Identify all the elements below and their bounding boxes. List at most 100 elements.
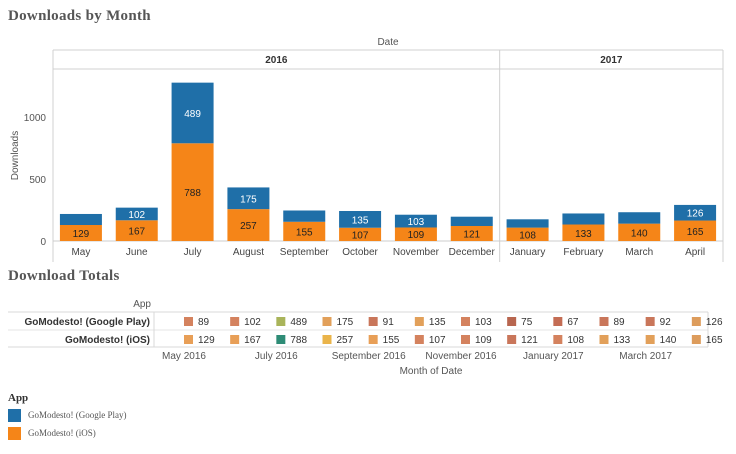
table-value: 89 xyxy=(614,317,626,328)
data-label-google-play: 102 xyxy=(128,210,145,221)
data-label-ios: 167 xyxy=(128,227,145,238)
table-square xyxy=(507,317,517,326)
x-tick-label: December xyxy=(449,247,496,258)
bar-ios-march xyxy=(618,223,661,241)
table-value: 489 xyxy=(290,317,307,328)
table-square xyxy=(461,317,470,326)
data-label-ios: 140 xyxy=(631,228,648,239)
bar-google-play-january xyxy=(506,219,549,228)
table-square xyxy=(276,335,286,344)
x-tick-label: August xyxy=(233,247,264,258)
table-value: 107 xyxy=(429,335,446,346)
table-square xyxy=(322,335,332,344)
x-tick-label: March xyxy=(625,247,653,258)
table-value: 108 xyxy=(567,335,584,346)
table-square xyxy=(230,317,240,326)
table-square xyxy=(184,317,193,326)
table-x-tick-label: March 2017 xyxy=(619,351,672,362)
x-tick-label: November xyxy=(393,247,440,258)
year-label-2017: 2017 xyxy=(600,55,623,66)
x-tick-label: July xyxy=(184,247,202,258)
download-totals-table: App GoModesto! (Google Play) 89 102 489 175 91… xyxy=(8,299,723,377)
bar-google-play-june xyxy=(115,207,158,221)
bar-ios-december xyxy=(450,225,493,241)
bar-google-play-october xyxy=(339,210,382,228)
table-value: 92 xyxy=(660,317,672,328)
table-x-tick-label: July 2016 xyxy=(255,351,298,362)
table-value: 109 xyxy=(475,335,492,346)
data-label-google-play: 126 xyxy=(687,209,704,220)
table-square xyxy=(691,317,701,326)
bar-ios-november xyxy=(394,227,437,241)
bar-ios-january xyxy=(506,227,549,241)
bar-ios-may xyxy=(59,225,102,241)
bar-google-play-november xyxy=(394,214,437,228)
table-square xyxy=(368,335,378,344)
table-x-axis-label: Month of Date xyxy=(400,366,463,377)
table-value: 165 xyxy=(706,335,723,346)
bar-google-play-december xyxy=(450,216,493,226)
table-title: Download Totals xyxy=(8,268,120,284)
bar-google-play-july xyxy=(171,82,214,144)
table-row-label: GoModesto! (iOS) xyxy=(65,335,150,346)
table-x-tick-label: May 2016 xyxy=(162,351,206,362)
data-label-google-play: 175 xyxy=(240,194,257,205)
data-label-ios: 788 xyxy=(184,188,201,199)
legend: App GoModesto! (Google Play) GoModesto! … xyxy=(8,392,127,442)
data-label-ios: 257 xyxy=(240,221,257,232)
bar-google-play-april xyxy=(674,204,717,221)
x-tick-label: October xyxy=(342,247,378,258)
table-square xyxy=(553,317,563,326)
table-value: 75 xyxy=(521,317,533,328)
y-axis-label: Downloads xyxy=(10,131,21,180)
table-value: 257 xyxy=(337,335,354,346)
bar-google-play-may xyxy=(59,213,102,226)
table-value: 102 xyxy=(244,317,261,328)
x-tick-label: February xyxy=(563,247,603,258)
table-square xyxy=(461,335,470,344)
y-tick-label: 0 xyxy=(40,237,46,248)
x-tick-label: June xyxy=(126,247,148,258)
bar-ios-february xyxy=(562,224,605,241)
table-value: 121 xyxy=(521,335,538,346)
data-label-ios: 133 xyxy=(575,229,592,240)
y-tick-label: 500 xyxy=(29,175,46,186)
data-label-ios: 107 xyxy=(352,230,369,241)
data-label-ios: 121 xyxy=(463,229,480,240)
table-square xyxy=(276,317,286,326)
bar-google-play-september xyxy=(283,210,326,222)
table-square xyxy=(645,317,655,326)
table-square xyxy=(368,317,378,326)
data-label-google-play: 135 xyxy=(352,215,369,226)
bar-google-play-february xyxy=(562,213,605,225)
bar-ios-april xyxy=(674,220,717,241)
table-square xyxy=(599,317,609,326)
table-value: 140 xyxy=(660,335,677,346)
table-square xyxy=(599,335,609,344)
legend-label-google-play: GoModesto! (Google Play) xyxy=(28,410,127,420)
legend-item-google-play[interactable]: GoModesto! (Google Play) xyxy=(8,406,127,424)
y-tick-label: 1000 xyxy=(24,113,47,124)
data-label-ios: 165 xyxy=(687,227,704,238)
data-label-ios: 129 xyxy=(73,229,90,240)
table-square xyxy=(414,317,424,326)
bar-ios-june xyxy=(115,220,158,241)
data-label-ios: 108 xyxy=(519,230,536,241)
table-square xyxy=(322,317,332,326)
table-x-tick-label: September 2016 xyxy=(332,351,406,362)
row-header: App xyxy=(133,299,151,310)
legend-swatch-google-play xyxy=(8,408,21,422)
legend-item-ios[interactable]: GoModesto! (iOS) xyxy=(8,424,127,442)
table-value: 129 xyxy=(198,335,215,346)
table-value: 155 xyxy=(383,335,400,346)
table-value: 103 xyxy=(475,317,492,328)
table-value: 175 xyxy=(337,317,354,328)
bar-google-play-august xyxy=(227,187,270,210)
bar-ios-september xyxy=(283,221,326,241)
x-tick-label: September xyxy=(280,247,330,258)
table-square xyxy=(645,335,655,344)
chart-title: Downloads by Month xyxy=(8,8,151,24)
table-value: 167 xyxy=(244,335,261,346)
table-row-label: GoModesto! (Google Play) xyxy=(24,317,150,328)
